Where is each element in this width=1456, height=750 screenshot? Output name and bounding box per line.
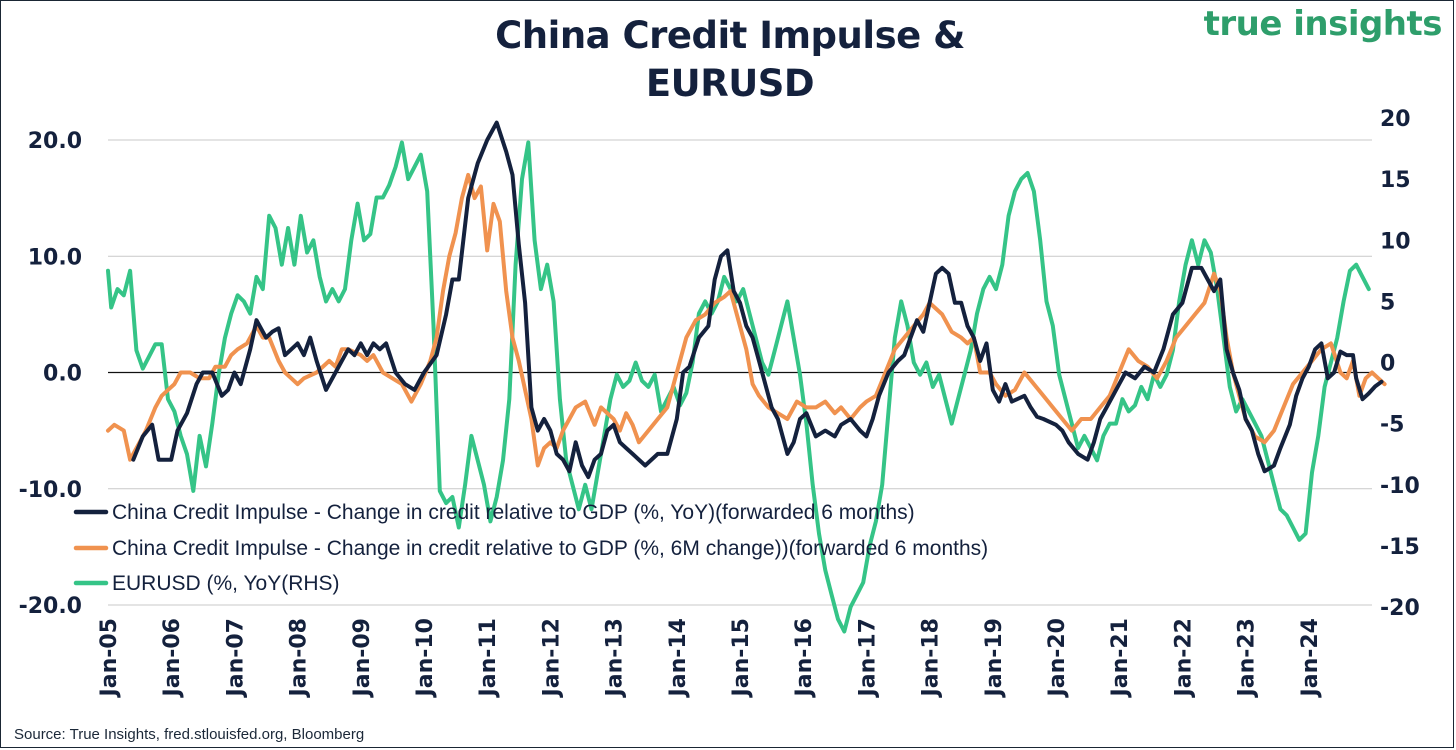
x-tick-label: Jan-07	[223, 618, 248, 698]
x-tick-label: Jan-22	[1171, 618, 1196, 698]
y-right-tick-label: 10	[1380, 229, 1411, 254]
x-tick-label: Jan-10	[413, 618, 438, 698]
x-tick-label: Jan-14	[666, 618, 691, 698]
y-axis-right: 20 15 10 5 0 -5 -10 -15 -20	[1380, 107, 1420, 621]
x-tick-label: Jan-24	[1298, 618, 1323, 698]
y-right-tick-label: 15	[1380, 168, 1411, 193]
x-tick-label: Jan-12	[539, 618, 564, 698]
x-tick-label: Jan-16	[792, 618, 817, 698]
y-right-tick-label: -5	[1380, 413, 1404, 438]
x-tick-label: Jan-09	[350, 618, 375, 698]
y-left-tick-label: 0.0	[43, 362, 82, 387]
y-left-tick-label: 10.0	[28, 245, 82, 270]
series-lines	[106, 120, 1387, 634]
x-tick-label: Jan-18	[919, 618, 944, 698]
x-tick-label: Jan-06	[160, 618, 185, 698]
x-tick-label: Jan-08	[287, 618, 312, 698]
x-tick-label: Jan-11	[476, 618, 501, 698]
y-right-tick-label: 0	[1380, 352, 1395, 377]
y-axis-left: 20.0 10.0 0.0 -10.0 -20.0	[19, 129, 82, 619]
legend: China Credit Impulse - Change in credit …	[73, 501, 988, 595]
x-tick-label: Jan-21	[1108, 618, 1133, 698]
y-right-tick-label: 5	[1380, 290, 1395, 315]
y-right-tick-label: -10	[1380, 474, 1420, 499]
y-left-tick-label: -20.0	[19, 594, 82, 619]
chart-title-line-2: EURUSD	[645, 62, 815, 105]
y-right-tick-label: 20	[1380, 107, 1411, 132]
x-tick-label: Jan-23	[1235, 618, 1260, 698]
legend-label-2: China Credit Impulse - Change in credit …	[112, 537, 988, 560]
x-tick-label: Jan-20	[1045, 618, 1070, 698]
x-tick-label: Jan-15	[729, 618, 754, 698]
x-tick-label: Jan-13	[603, 618, 628, 698]
legend-label-1: China Credit Impulse - Change in credit …	[112, 501, 915, 524]
series-line-3	[106, 140, 1371, 634]
series-line-1	[131, 120, 1384, 480]
y-left-tick-label: -10.0	[19, 478, 82, 503]
y-right-tick-label: -15	[1380, 535, 1420, 560]
y-right-tick-label: -20	[1380, 596, 1420, 621]
legend-label-3: EURUSD (%, YoY(RHS)	[112, 572, 340, 595]
brand-logo: true insights	[1203, 4, 1443, 44]
x-tick-label: Jan-19	[982, 618, 1007, 698]
x-tick-label: Jan-17	[855, 618, 880, 698]
chart-title: China Credit Impulse & EURUSD	[380, 12, 1080, 108]
y-left-tick-label: 20.0	[28, 129, 82, 154]
x-tick-label: Jan-05	[97, 618, 122, 698]
x-axis: Jan-05 Jan-06 Jan-07 Jan-08 Jan-09 Jan-10 Jan-…	[97, 618, 1323, 698]
chart-title-line-1: China Credit Impulse &	[495, 14, 965, 57]
gridlines	[108, 139, 1372, 606]
source-note: Source: True Insights, fred.stlouisfed.o…	[14, 726, 365, 743]
